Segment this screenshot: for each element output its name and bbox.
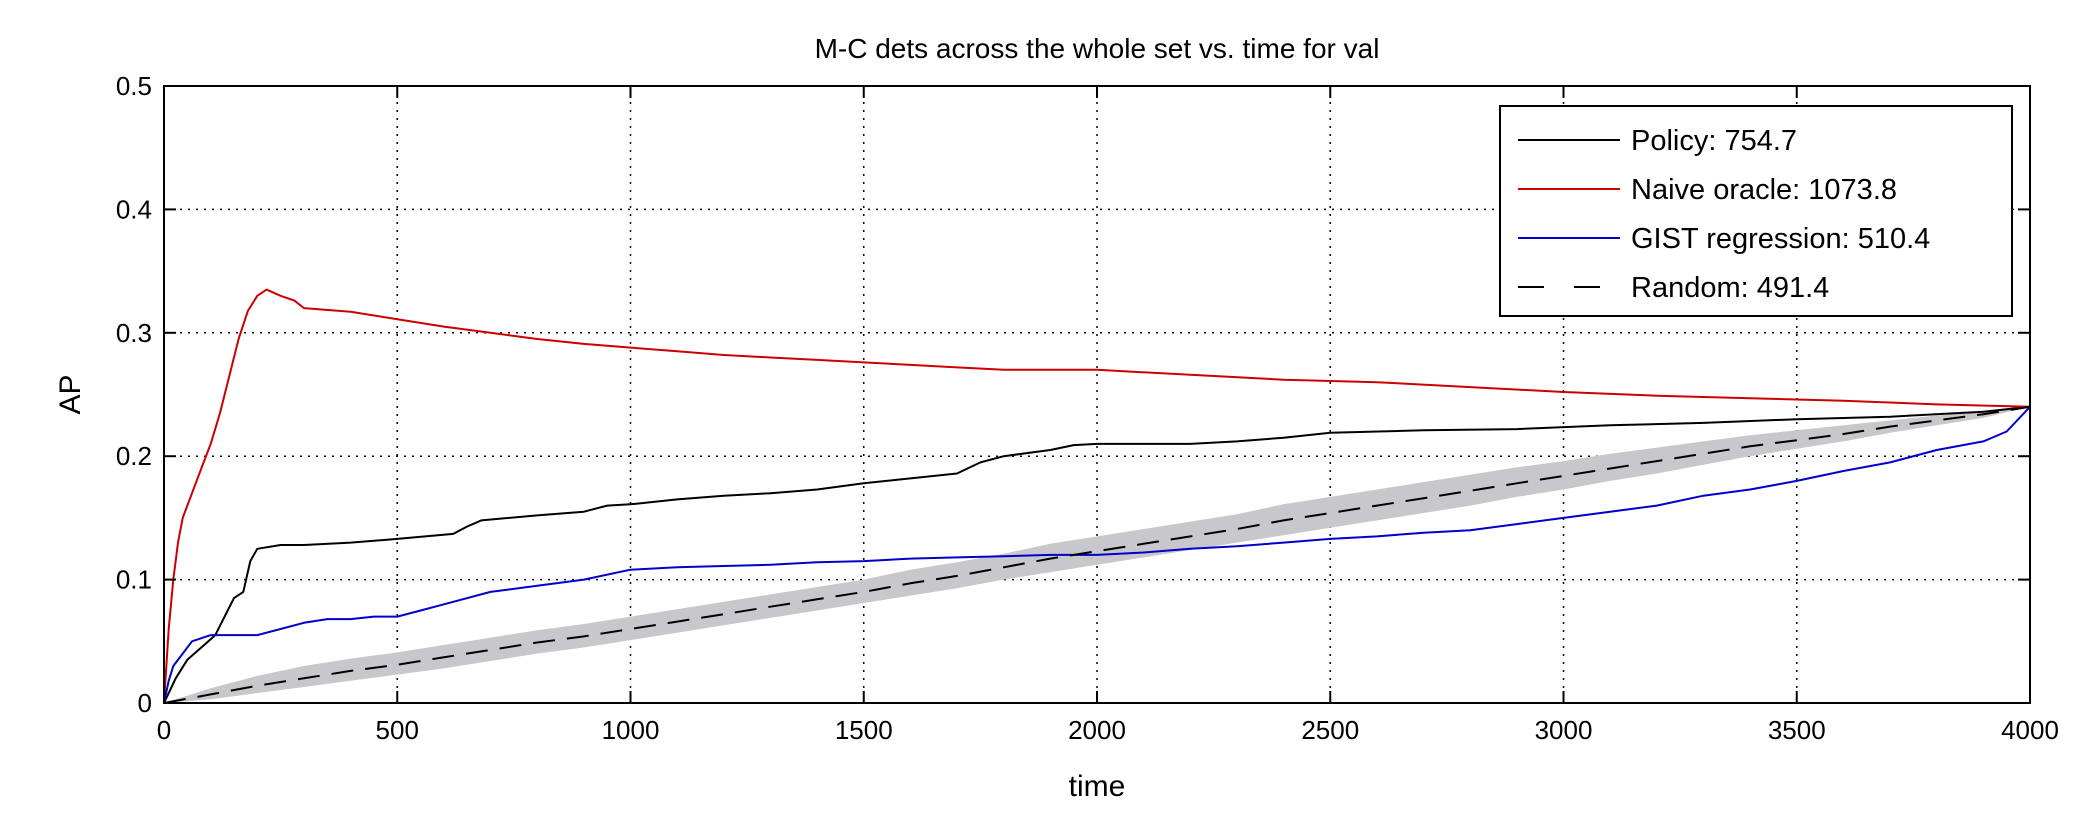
legend-item-policy: Policy: 754.7 xyxy=(1518,125,1797,157)
x-tick-label: 4000 xyxy=(2001,715,2059,745)
legend-item-random: Random: 491.4 xyxy=(1518,272,1829,304)
y-tick-label: 0.5 xyxy=(116,71,152,101)
legend-label: GIST regression: 510.4 xyxy=(1631,223,1930,255)
chart-title: M-C dets across the whole set vs. time f… xyxy=(815,33,1380,64)
y-tick-labels: 0 0.1 0.2 0.3 0.4 0.5 xyxy=(116,71,152,718)
legend-item-gist-regression: GIST regression: 510.4 xyxy=(1518,223,1930,255)
y-tick-label: 0.4 xyxy=(116,194,152,224)
legend-label: Policy: 754.7 xyxy=(1631,125,1797,157)
y-tick-label: 0 xyxy=(138,688,152,718)
series-line-naive-oracle xyxy=(163,288,2031,704)
x-tick-labels: 0 500 1000 1500 2000 2500 3000 3500 4000 xyxy=(157,715,2059,745)
series-line-random xyxy=(163,405,2031,704)
y-tick-label: 0.2 xyxy=(116,441,152,471)
x-tick-label: 3500 xyxy=(1768,715,1826,745)
legend-label: Random: 491.4 xyxy=(1631,272,1829,304)
x-tick-label: 500 xyxy=(376,715,419,745)
axis-ticks xyxy=(163,85,2031,704)
series-line-gist-regression xyxy=(163,406,2031,704)
x-tick-label: 1000 xyxy=(602,715,660,745)
y-tick-label: 0.1 xyxy=(116,565,152,595)
legend: Policy: 754.7 Naive oracle: 1073.8 GIST re… xyxy=(1499,105,2013,317)
y-axis-label: AP xyxy=(54,374,87,414)
legend-item-naive-oracle: Naive oracle: 1073.8 xyxy=(1518,174,1897,206)
x-tick-label: 2000 xyxy=(1068,715,1126,745)
x-tick-label: 2500 xyxy=(1301,715,1359,745)
y-tick-label: 0.3 xyxy=(116,318,152,348)
x-tick-label: 0 xyxy=(157,715,171,745)
x-axis-label: time xyxy=(1069,770,1126,803)
x-tick-label: 3000 xyxy=(1535,715,1593,745)
series-line-policy xyxy=(163,405,2031,704)
series-lines xyxy=(163,288,2031,704)
legend-label: Naive oracle: 1073.8 xyxy=(1631,174,1897,206)
x-tick-label: 1500 xyxy=(835,715,893,745)
